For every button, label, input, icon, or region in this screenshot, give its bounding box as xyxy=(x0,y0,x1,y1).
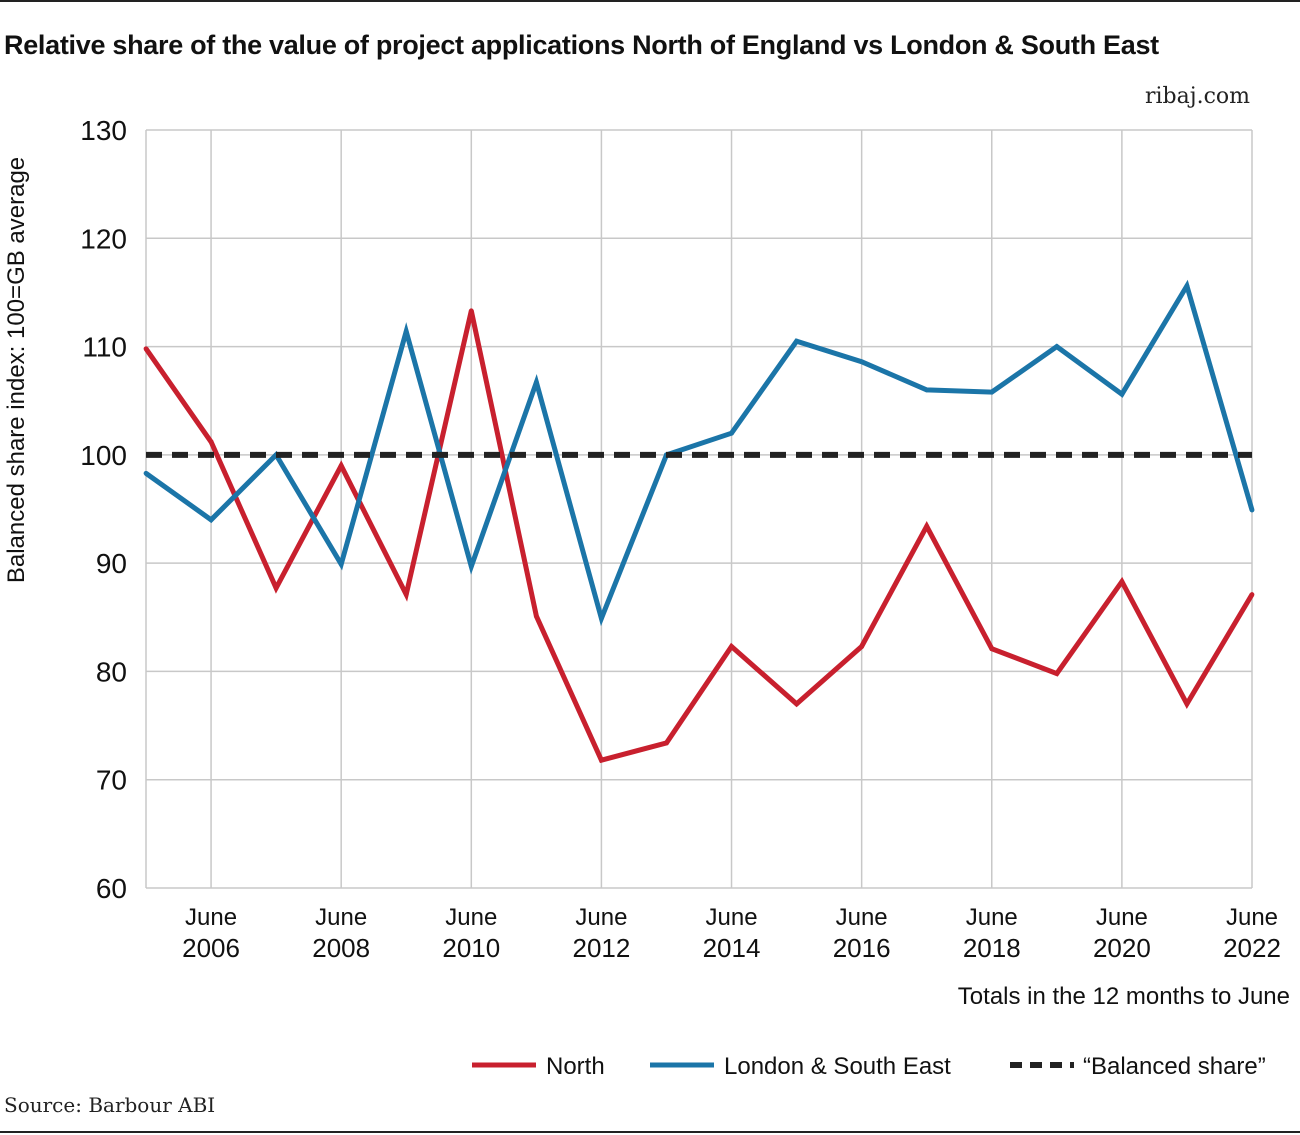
x-tick-label-year: 2014 xyxy=(703,933,761,963)
legend-label: North xyxy=(546,1053,605,1080)
data-point xyxy=(338,561,344,567)
data-point xyxy=(468,563,474,569)
x-tick-label-month: June xyxy=(1096,904,1148,931)
legend: North London & South East “Balanced share” xyxy=(472,1053,1266,1080)
grid-lines xyxy=(145,129,1253,889)
data-point xyxy=(533,379,539,385)
y-tick-label: 100 xyxy=(80,440,127,471)
bottom-rule xyxy=(0,1131,1300,1133)
x-tick-label-month: June xyxy=(185,904,237,931)
data-point xyxy=(794,701,799,707)
brand-label: ribaj.com xyxy=(1145,84,1250,109)
data-point xyxy=(468,308,474,314)
series-line-london-south-east xyxy=(144,279,1255,627)
data-point xyxy=(599,757,604,763)
data-point xyxy=(859,359,865,365)
data-point xyxy=(794,338,799,344)
data-point xyxy=(1054,671,1060,676)
x-tick-label-year: 2022 xyxy=(1223,933,1281,963)
data-point xyxy=(924,523,930,529)
x-tick-label-year: 2008 xyxy=(312,933,370,963)
data-point xyxy=(989,389,995,395)
data-point xyxy=(1249,592,1255,597)
data-point xyxy=(1184,283,1190,289)
top-rule xyxy=(0,0,1300,2)
series-line-north xyxy=(143,310,1255,764)
data-point xyxy=(338,463,344,469)
data-point xyxy=(924,387,930,393)
x-tick-label-year: 2006 xyxy=(182,933,240,963)
x-tick-label-month: June xyxy=(1226,904,1278,931)
x-tick-labels: June2006June2008June2010June2012June2014… xyxy=(182,904,1281,963)
x-tick-label-month: June xyxy=(445,904,497,931)
y-tick-label: 130 xyxy=(80,115,127,146)
data-point xyxy=(1119,579,1125,584)
y-tick-label: 70 xyxy=(96,765,127,796)
legend-label: London & South East xyxy=(724,1053,951,1080)
data-point xyxy=(208,517,214,523)
x-tick-label-month: June xyxy=(706,904,758,931)
data-point xyxy=(1184,701,1190,707)
source-note: Source: Barbour ABI xyxy=(4,1093,216,1117)
x-tick-label-month: June xyxy=(315,904,367,931)
data-point xyxy=(599,615,604,621)
x-tick-label-year: 2012 xyxy=(572,933,630,963)
data-point xyxy=(664,740,669,746)
data-point xyxy=(273,585,279,591)
x-tick-label-year: 2020 xyxy=(1093,933,1151,963)
data-point xyxy=(403,592,409,597)
y-axis-label: Balanced share index: 100=GB average xyxy=(3,157,30,583)
x-tick-label-month: June xyxy=(836,904,888,931)
data-point xyxy=(143,470,149,476)
y-tick-label: 120 xyxy=(80,223,127,254)
data-point xyxy=(533,613,539,619)
x-tick-label-year: 2010 xyxy=(442,933,500,963)
data-point xyxy=(729,644,734,649)
series-lines xyxy=(143,279,1255,764)
y-tick-labels: 60 70 80 90 100 110 120 130 xyxy=(80,115,127,904)
data-point xyxy=(1054,344,1060,349)
data-point xyxy=(1249,507,1255,513)
x-axis-label: Totals in the 12 months to June xyxy=(958,983,1290,1010)
legend-label: “Balanced share” xyxy=(1083,1053,1266,1080)
x-tick-label-month: June xyxy=(966,904,1018,931)
chart-title: Relative share of the value of project a… xyxy=(4,30,1159,60)
y-tick-label: 110 xyxy=(82,332,127,363)
data-point xyxy=(1119,391,1125,397)
x-tick-label-month: June xyxy=(575,904,627,931)
y-tick-label: 90 xyxy=(96,548,127,579)
data-point xyxy=(989,646,995,652)
data-point xyxy=(208,439,214,445)
x-tick-label-year: 2018 xyxy=(963,933,1021,963)
data-point xyxy=(403,329,409,334)
x-tick-label-year: 2016 xyxy=(833,933,891,963)
data-point xyxy=(859,644,865,649)
y-tick-label: 60 xyxy=(96,873,127,904)
data-point xyxy=(729,430,734,436)
data-point xyxy=(143,346,149,352)
y-tick-label: 80 xyxy=(96,656,127,687)
